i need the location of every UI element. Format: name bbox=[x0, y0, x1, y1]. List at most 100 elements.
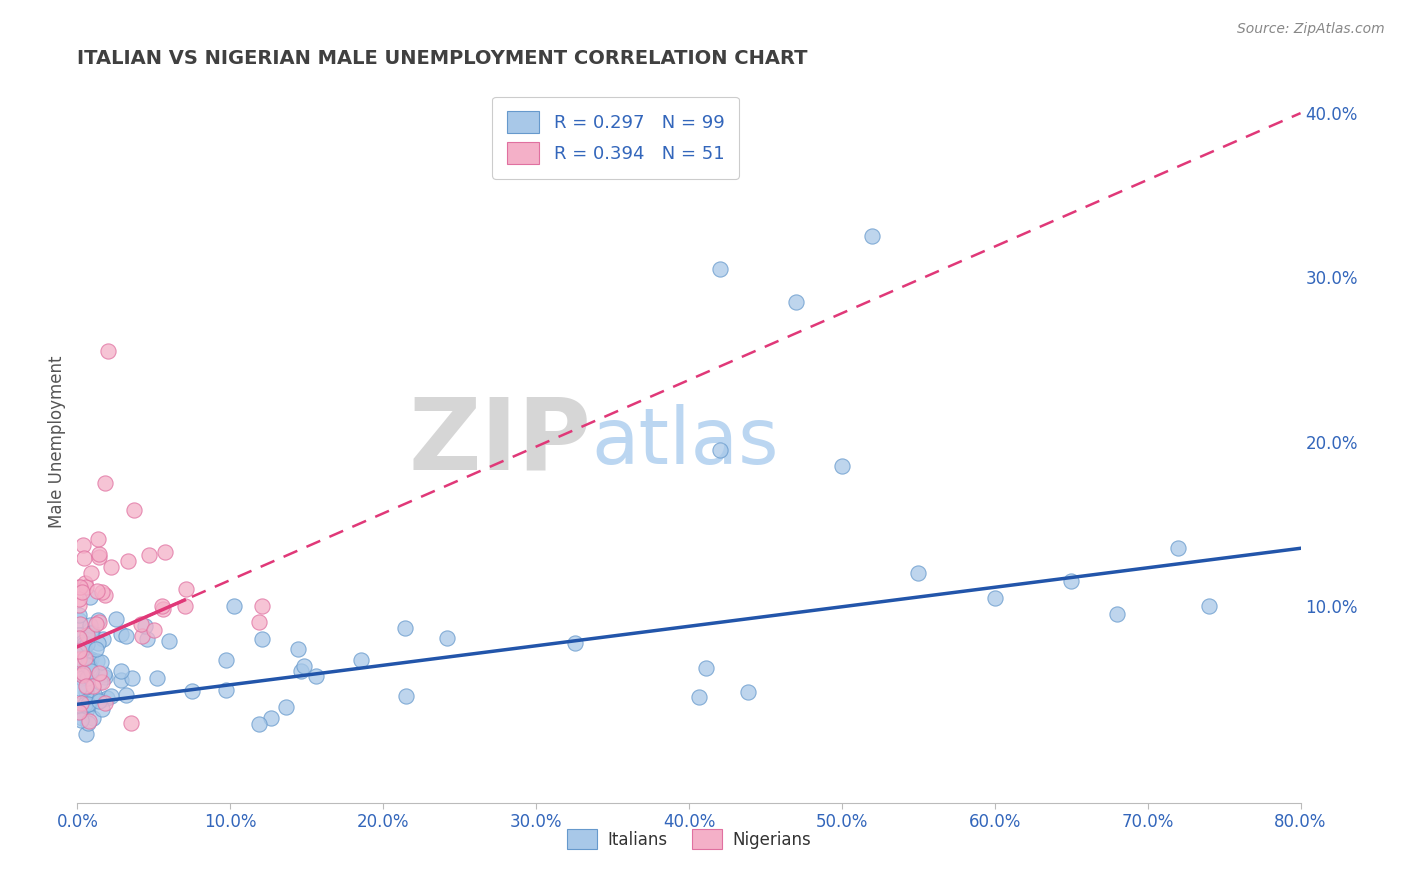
Legend: Italians, Nigerians: Italians, Nigerians bbox=[561, 822, 817, 856]
Point bbox=[72, 538, 94, 552]
Point bbox=[75, 704, 97, 718]
Point bbox=[89, 674, 111, 689]
Point bbox=[70, 671, 93, 685]
Point bbox=[69, 657, 91, 671]
Point bbox=[70, 713, 93, 727]
Point bbox=[153, 544, 176, 558]
Point bbox=[290, 664, 312, 678]
Point bbox=[70, 643, 93, 657]
Point bbox=[83, 687, 105, 701]
Point bbox=[91, 675, 114, 690]
Point bbox=[176, 582, 198, 597]
Point bbox=[80, 652, 103, 666]
Point bbox=[181, 684, 204, 698]
Point bbox=[100, 559, 122, 574]
Point bbox=[152, 602, 174, 616]
Point bbox=[72, 635, 94, 649]
Point bbox=[75, 727, 97, 741]
Point bbox=[90, 692, 112, 706]
Point bbox=[350, 653, 373, 667]
Point bbox=[250, 599, 273, 613]
Point bbox=[79, 662, 101, 676]
Point bbox=[247, 615, 270, 630]
Point bbox=[94, 670, 117, 684]
Point bbox=[77, 651, 100, 665]
Point bbox=[80, 566, 103, 580]
Point bbox=[76, 697, 98, 711]
Point bbox=[110, 627, 132, 641]
Point bbox=[862, 229, 884, 244]
Point bbox=[709, 262, 731, 277]
Point bbox=[80, 688, 103, 702]
Point bbox=[75, 580, 97, 594]
Point bbox=[84, 617, 107, 632]
Point bbox=[87, 615, 110, 629]
Y-axis label: Male Unemployment: Male Unemployment bbox=[48, 355, 66, 528]
Text: ITALIAN VS NIGERIAN MALE UNEMPLOYMENT CORRELATION CHART: ITALIAN VS NIGERIAN MALE UNEMPLOYMENT CO… bbox=[77, 48, 808, 68]
Point bbox=[785, 295, 807, 310]
Point bbox=[86, 584, 108, 599]
Point bbox=[146, 671, 169, 685]
Point bbox=[91, 585, 114, 599]
Point bbox=[436, 631, 458, 645]
Point bbox=[87, 532, 110, 546]
Point bbox=[173, 599, 195, 613]
Point bbox=[67, 631, 90, 645]
Point bbox=[274, 699, 297, 714]
Point bbox=[150, 599, 173, 613]
Point bbox=[97, 344, 120, 359]
Point bbox=[69, 696, 91, 710]
Point bbox=[1107, 607, 1129, 621]
Point bbox=[89, 550, 111, 565]
Point bbox=[77, 659, 100, 673]
Point bbox=[70, 668, 93, 682]
Point bbox=[75, 679, 97, 693]
Point bbox=[79, 591, 101, 605]
Point bbox=[72, 666, 94, 681]
Point bbox=[395, 689, 418, 703]
Point bbox=[67, 613, 90, 627]
Point bbox=[87, 614, 110, 628]
Point bbox=[80, 625, 103, 640]
Point bbox=[72, 551, 94, 566]
Point bbox=[86, 654, 108, 668]
Point bbox=[77, 657, 100, 672]
Point bbox=[86, 636, 108, 650]
Point bbox=[129, 616, 152, 631]
Point bbox=[67, 580, 90, 594]
Point bbox=[136, 632, 159, 646]
Point bbox=[76, 627, 98, 641]
Point bbox=[94, 475, 117, 490]
Point bbox=[215, 653, 238, 667]
Point bbox=[67, 644, 90, 658]
Point bbox=[84, 642, 107, 657]
Point bbox=[138, 549, 160, 563]
Point bbox=[73, 637, 96, 651]
Point bbox=[77, 715, 100, 730]
Point bbox=[91, 632, 114, 647]
Point bbox=[110, 664, 132, 678]
Point bbox=[77, 714, 100, 728]
Point bbox=[70, 711, 93, 725]
Point bbox=[709, 442, 731, 457]
Point bbox=[564, 636, 586, 650]
Point bbox=[67, 628, 90, 642]
Point bbox=[76, 671, 98, 685]
Point bbox=[91, 702, 114, 716]
Point bbox=[115, 629, 138, 643]
Point bbox=[75, 576, 97, 591]
Point bbox=[117, 554, 139, 568]
Point bbox=[110, 673, 132, 687]
Point bbox=[305, 668, 328, 682]
Point bbox=[688, 690, 710, 705]
Point bbox=[93, 667, 115, 681]
Point bbox=[984, 591, 1007, 605]
Point bbox=[287, 642, 309, 657]
Point bbox=[76, 637, 98, 651]
Point bbox=[134, 619, 156, 633]
Point bbox=[260, 711, 283, 725]
Point bbox=[67, 698, 90, 712]
Point bbox=[294, 658, 316, 673]
Point bbox=[104, 612, 127, 626]
Point bbox=[69, 617, 91, 632]
